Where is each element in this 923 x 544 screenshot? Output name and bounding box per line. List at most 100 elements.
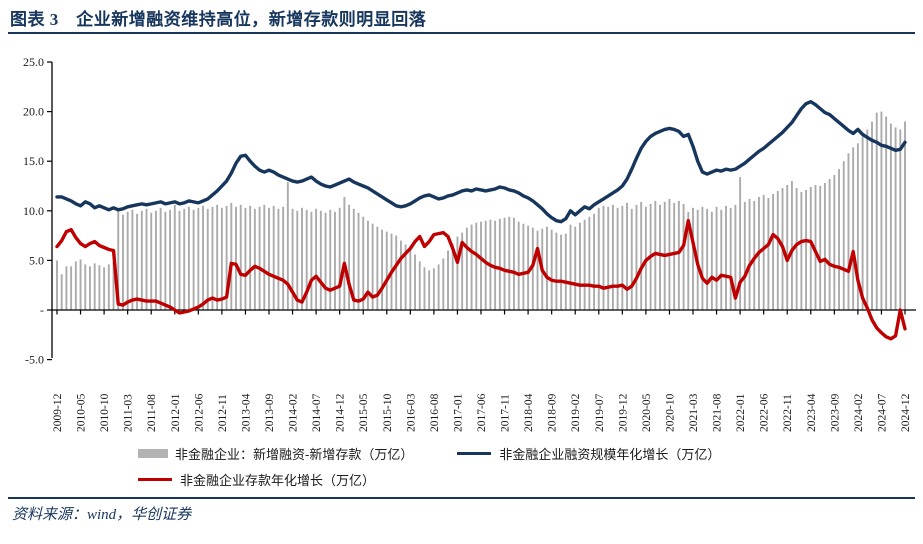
bar	[418, 261, 421, 310]
bar	[494, 220, 497, 310]
bar	[56, 260, 58, 310]
bar	[202, 205, 204, 310]
bar	[268, 207, 270, 310]
x-tick-label: 2019-12	[617, 393, 629, 432]
bar	[578, 222, 581, 310]
x-tick-label: 2023-09	[829, 393, 841, 432]
bar	[164, 211, 167, 310]
bar	[673, 202, 676, 310]
bar	[366, 220, 369, 310]
bar	[249, 205, 252, 310]
x-tick-label: 2015-05	[358, 393, 370, 432]
bar	[310, 211, 313, 310]
bar	[531, 227, 534, 310]
bar	[150, 212, 153, 310]
source-note: 资料来源：wind，华创证券	[12, 507, 192, 523]
bar	[385, 231, 388, 310]
bar	[899, 129, 902, 310]
bar	[329, 209, 332, 310]
bar	[475, 222, 478, 310]
y-tick-label: 20.0	[23, 105, 44, 119]
bar	[885, 116, 888, 310]
bar	[187, 206, 190, 310]
bar	[197, 207, 200, 310]
bar	[484, 220, 487, 310]
bar	[319, 210, 322, 310]
bar	[852, 147, 855, 310]
bar	[126, 211, 129, 310]
bar	[790, 181, 793, 310]
bar	[235, 206, 237, 310]
bar	[814, 185, 817, 310]
x-tick-label: 2011-03	[123, 394, 135, 432]
bar	[725, 205, 727, 310]
bar	[173, 204, 176, 310]
bar	[103, 267, 106, 310]
bar	[159, 207, 162, 310]
x-tick-label: 2014-12	[335, 393, 347, 432]
x-tick-label: 2015-10	[382, 393, 394, 432]
x-tick-label: 2010-05	[76, 393, 88, 432]
x-tick-label: 2021-03	[688, 393, 700, 432]
bar	[743, 201, 746, 310]
bar	[253, 208, 256, 310]
bar	[291, 208, 294, 310]
bar	[145, 208, 148, 310]
bar	[140, 210, 143, 310]
x-tick-label: 2023-04	[806, 393, 818, 432]
bar	[89, 266, 91, 310]
financing-growth-line	[55, 99, 907, 224]
bar	[352, 208, 355, 310]
bar	[861, 136, 864, 310]
bar	[823, 183, 826, 310]
bar	[536, 230, 539, 310]
bar	[706, 208, 709, 310]
bar	[447, 250, 449, 310]
bar	[324, 212, 327, 310]
bar	[597, 207, 600, 310]
bar	[93, 263, 96, 310]
x-tick-label: 2024-02	[853, 393, 865, 432]
y-tick-label: 10.0	[23, 204, 44, 218]
x-tick-label: 2013-09	[264, 393, 276, 432]
bar	[522, 223, 525, 310]
legend-label-financing-line: 非金融企业融资规模年化增长（万亿）	[499, 447, 721, 462]
y-tick-label: -5.0	[25, 353, 44, 367]
bar	[399, 240, 402, 310]
bar	[154, 210, 157, 310]
bar	[588, 216, 591, 310]
bar	[776, 190, 779, 310]
bar	[616, 207, 619, 310]
bar	[513, 217, 515, 310]
x-tick-label: 2017-06	[476, 393, 488, 432]
bar	[131, 209, 134, 310]
bar	[889, 123, 892, 310]
bar	[74, 261, 77, 310]
bar	[409, 248, 412, 310]
title-underline	[8, 32, 915, 34]
x-tick-label: 2012-06	[193, 393, 205, 432]
bar	[112, 262, 115, 310]
y-tick-label: -	[40, 303, 44, 317]
bar	[583, 219, 586, 310]
x-tick-label: 2024-07	[876, 393, 888, 432]
bar	[715, 206, 718, 310]
bar	[880, 111, 883, 310]
bar	[607, 206, 610, 310]
bar	[833, 175, 836, 310]
bar	[659, 204, 661, 310]
bar	[720, 209, 723, 310]
bar	[225, 205, 228, 310]
bar	[371, 223, 374, 310]
bar	[348, 204, 351, 310]
y-tick-label: 15.0	[23, 154, 44, 168]
bar	[272, 205, 275, 310]
bar	[136, 213, 139, 310]
bar	[866, 129, 869, 310]
bar	[593, 213, 596, 310]
bar	[461, 232, 464, 310]
bar	[480, 221, 482, 310]
bar	[169, 209, 172, 310]
bar	[206, 208, 209, 310]
x-tick-label: 2016-03	[405, 393, 417, 432]
